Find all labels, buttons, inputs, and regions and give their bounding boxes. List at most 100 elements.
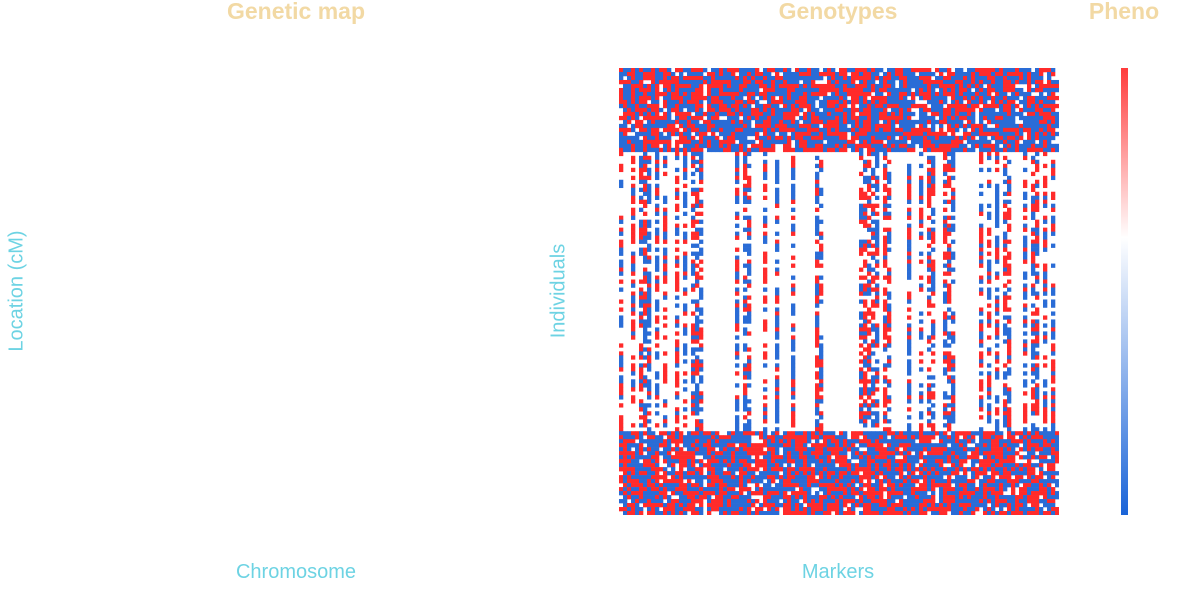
genotype-cell: [655, 375, 660, 380]
genotype-cell: [931, 479, 936, 484]
genotype-cell: [663, 479, 668, 484]
genotype-cell: [815, 199, 820, 204]
genotype-cell: [739, 135, 744, 141]
genotype-cell: [839, 459, 844, 464]
genotype-cell: [655, 91, 660, 97]
genotype-cell: [639, 75, 644, 81]
genotype-cell: [735, 123, 740, 129]
genotype-cell: [659, 435, 664, 440]
genotype-cell: [651, 95, 656, 101]
genotype-cell: [859, 267, 864, 272]
genotype-cell: [631, 211, 636, 216]
genotype-cell: [647, 435, 652, 440]
genotype-cell: [863, 175, 868, 181]
genotype-cell: [951, 435, 956, 440]
genotype-cell: [883, 287, 888, 292]
genetic-map-y-label: Location (cM): [5, 230, 28, 352]
genotype-cell: [871, 207, 876, 212]
genotype-cell: [943, 367, 948, 372]
genotype-cell: [631, 451, 636, 456]
genotype-cell: [783, 495, 788, 500]
genotype-cell: [947, 115, 952, 121]
genotype-cell: [967, 455, 972, 460]
genotype-cell: [647, 159, 652, 165]
genotype-cell: [743, 367, 748, 372]
genotype-cell: [919, 119, 924, 125]
genotype-cell: [643, 87, 648, 93]
genotype-cell: [807, 131, 812, 137]
genotype-cell: [647, 311, 652, 316]
genotype-cell: [907, 195, 912, 200]
genotype-cell: [619, 475, 624, 480]
genotype-cell: [935, 79, 940, 85]
genotype-cell: [647, 135, 652, 141]
genotype-cell: [927, 71, 932, 77]
genotype-cell: [775, 287, 780, 292]
genotype-cell: [635, 431, 640, 436]
genotype-cell: [823, 487, 828, 492]
genotype-cell: [791, 191, 796, 197]
genotype-cell: [787, 143, 792, 149]
genotype-cell: [643, 68, 648, 73]
genotype-cell: [951, 79, 956, 85]
genotype-cell: [863, 215, 868, 220]
genotype-cell: [911, 471, 916, 476]
genotype-cell: [915, 443, 920, 448]
genotype-cell: [683, 387, 688, 392]
genotype-cell: [623, 499, 628, 504]
genotype-cell: [675, 415, 680, 420]
genotype-cell: [735, 439, 740, 444]
genotype-cell: [619, 299, 624, 304]
genotype-cell: [747, 179, 752, 185]
genotype-cell: [727, 99, 732, 105]
genotype-cell: [919, 391, 924, 396]
genotype-cell: [967, 467, 972, 472]
genotype-cell: [859, 467, 864, 472]
genotype-cell: [723, 127, 728, 133]
genotype-cell: [827, 475, 832, 480]
genotype-cell: [959, 499, 964, 504]
genotype-cell: [815, 423, 820, 428]
genotype-cell: [695, 299, 700, 304]
genotype-cell: [931, 443, 936, 448]
genotype-cell: [871, 379, 876, 384]
genotype-cell: [959, 107, 964, 113]
genotype-cell: [939, 127, 944, 133]
genotype-cell: [927, 295, 932, 300]
genotype-cell: [631, 123, 636, 129]
genotype-cell: [815, 239, 820, 244]
genotype-cell: [955, 443, 960, 448]
genotype-cell: [907, 267, 912, 272]
genotype-cell: [647, 439, 652, 444]
genotype-cell: [675, 391, 680, 396]
genotype-cell: [699, 363, 704, 368]
genotype-cell: [623, 463, 628, 468]
genotype-cell: [839, 111, 844, 117]
genotype-cell: [811, 95, 816, 101]
genotype-cell: [791, 131, 796, 137]
genotype-cell: [743, 263, 748, 268]
genotype-cell: [907, 163, 912, 169]
genotype-cell: [643, 467, 648, 472]
genotype-cell: [947, 247, 952, 252]
genotype-cell: [623, 115, 628, 121]
genotype-cell: [735, 347, 740, 352]
genotype-cell: [931, 343, 936, 348]
genotype-cell: [819, 87, 824, 93]
genotype-cell: [735, 167, 740, 173]
genotype-cell: [691, 71, 696, 77]
genotype-cell: [951, 127, 956, 133]
genotype-cell: [791, 311, 796, 316]
genotype-cell: [879, 79, 884, 85]
genotype-cell: [915, 431, 920, 436]
genotype-cell: [707, 487, 712, 492]
genotype-cell: [699, 275, 704, 280]
genotype-cell: [919, 187, 924, 193]
genotype-cell: [807, 147, 812, 153]
genotype-cell: [635, 79, 640, 85]
genotype-cell: [619, 99, 624, 105]
genotype-cell: [667, 123, 672, 129]
genotype-cell: [715, 439, 720, 444]
genotype-cell: [691, 191, 696, 197]
genotype-cell: [823, 143, 828, 149]
